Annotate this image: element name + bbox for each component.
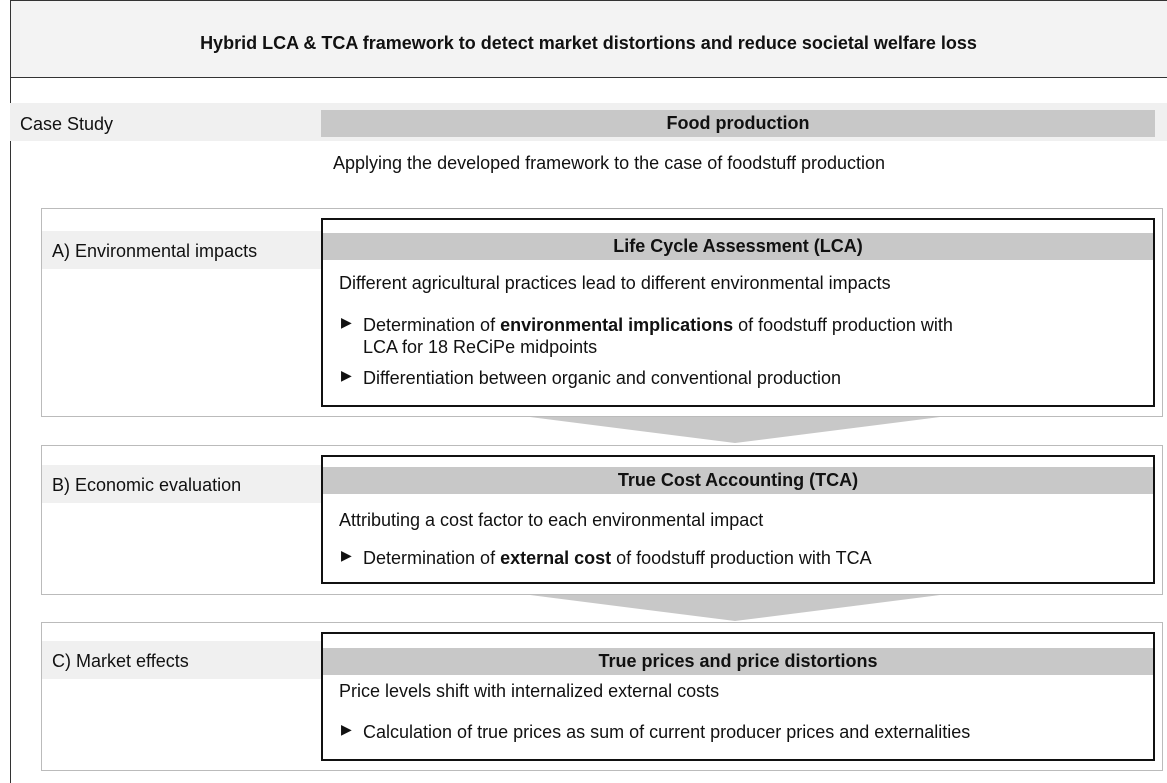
text: Calculation of true prices as sum of cur… — [363, 722, 971, 742]
title: Hybrid LCA & TCA framework to detect mar… — [200, 33, 977, 53]
section-box — [321, 632, 1155, 761]
section-band — [42, 231, 321, 269]
bullet-line: Differentiation between organic and conv… — [363, 367, 841, 389]
bold-text: external cost — [500, 548, 612, 568]
bullet: Determination of environmental implicati… — [341, 314, 953, 358]
section-band — [42, 641, 321, 679]
bullet-line: Calculation of true prices as sum of cur… — [363, 721, 970, 743]
text: Determination of — [363, 548, 501, 568]
bold-text: environmental implications — [500, 315, 734, 335]
bullet: Determination of external cost of foodst… — [341, 547, 872, 569]
bullet: Differentiation between organic and conv… — [341, 367, 841, 389]
bullet: Calculation of true prices as sum of cur… — [341, 721, 970, 743]
text: LCA for 18 ReCiPe midpoints — [363, 337, 598, 357]
section-band — [42, 465, 321, 503]
section-frame — [41, 208, 1163, 417]
case-description: Applying the developed framework to the … — [333, 153, 886, 173]
section-heading: Life Cycle Assessment (LCA) — [323, 233, 1153, 260]
header — [10, 0, 1167, 78]
section-frame — [41, 622, 1163, 771]
section-label: A) Environmental impacts — [52, 241, 258, 261]
section-description: Attributing a cost factor to each enviro… — [339, 510, 764, 530]
section-label: C) Market effects — [52, 651, 189, 671]
section-label: B) Economic evaluation — [52, 475, 242, 495]
section-heading: True Cost Accounting (TCA) — [323, 467, 1153, 494]
section-box — [321, 218, 1155, 407]
case-label: Case Study — [20, 114, 114, 134]
section-frame — [41, 445, 1163, 595]
bullet-line: LCA for 18 ReCiPe midpoints — [363, 336, 953, 358]
bullet-line: Determination of environmental implicati… — [363, 314, 953, 336]
text: Differentiation between organic and conv… — [363, 368, 841, 388]
bullet-line: Determination of external cost of foodst… — [363, 547, 872, 569]
section-heading: True prices and price distortions — [323, 648, 1153, 675]
text: of foodstuff production with TCA — [611, 548, 872, 568]
section-description: Different agricultural practices lead to… — [339, 273, 891, 293]
case-heading: Food production — [321, 110, 1155, 137]
text: of foodstuff production with — [733, 315, 953, 335]
section-box — [321, 455, 1155, 584]
text: Determination of — [363, 315, 501, 335]
section-description: Price levels shift with internalized ext… — [339, 681, 720, 701]
